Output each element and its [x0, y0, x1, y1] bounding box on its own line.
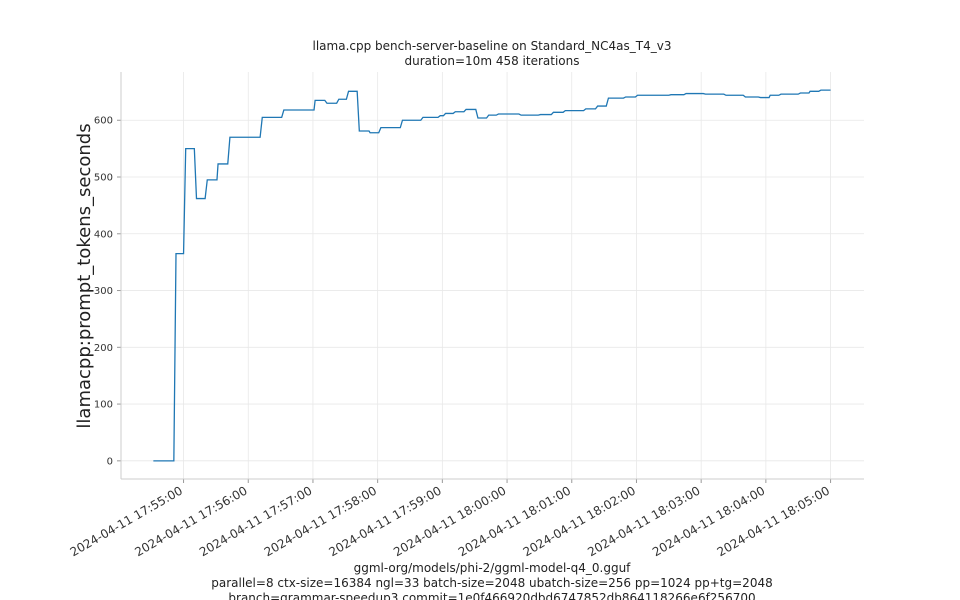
x-tick-label: 2024-04-11 17:57:00	[197, 483, 314, 559]
x-tick-label: 2024-04-11 18:01:00	[456, 483, 573, 559]
data-line	[153, 89, 831, 462]
x-tick-label: 2024-04-11 18:04:00	[650, 483, 767, 559]
y-axis-label: llamacpp:prompt_tokens_seconds	[74, 123, 95, 428]
x-tick-label: 2024-04-11 17:55:00	[68, 483, 185, 559]
y-tick-label: 200	[94, 343, 113, 354]
x-tick-label: 2024-04-11 18:00:00	[391, 483, 508, 559]
y-tick-label: 0	[107, 456, 113, 467]
x-tick-label: 2024-04-11 18:03:00	[585, 483, 702, 559]
x-tick-label: 2024-04-11 17:58:00	[262, 483, 379, 559]
y-tick-label: 400	[94, 229, 113, 240]
x-tick-label: 2024-04-11 17:56:00	[132, 483, 249, 559]
footer-line: parallel=8 ctx-size=16384 ngl=33 batch-s…	[211, 576, 772, 590]
footer-line: branch=grammar-speedup3 commit=1e0f46692…	[228, 591, 755, 600]
y-tick-label: 600	[94, 116, 113, 127]
footer-line: ggml-org/models/phi-2/ggml-model-q4_0.gg…	[354, 561, 632, 575]
y-tick-label: 500	[94, 173, 113, 184]
chart-title: llama.cpp bench-server-baseline on Stand…	[313, 39, 672, 53]
y-tick-label: 100	[94, 400, 113, 411]
y-tick-label: 300	[94, 286, 113, 297]
x-tick-label: 2024-04-11 17:59:00	[326, 483, 443, 559]
chart-subtitle: duration=10m 458 iterations	[405, 54, 580, 68]
x-tick-label: 2024-04-11 18:05:00	[715, 483, 832, 559]
x-tick-label: 2024-04-11 18:02:00	[521, 483, 638, 559]
